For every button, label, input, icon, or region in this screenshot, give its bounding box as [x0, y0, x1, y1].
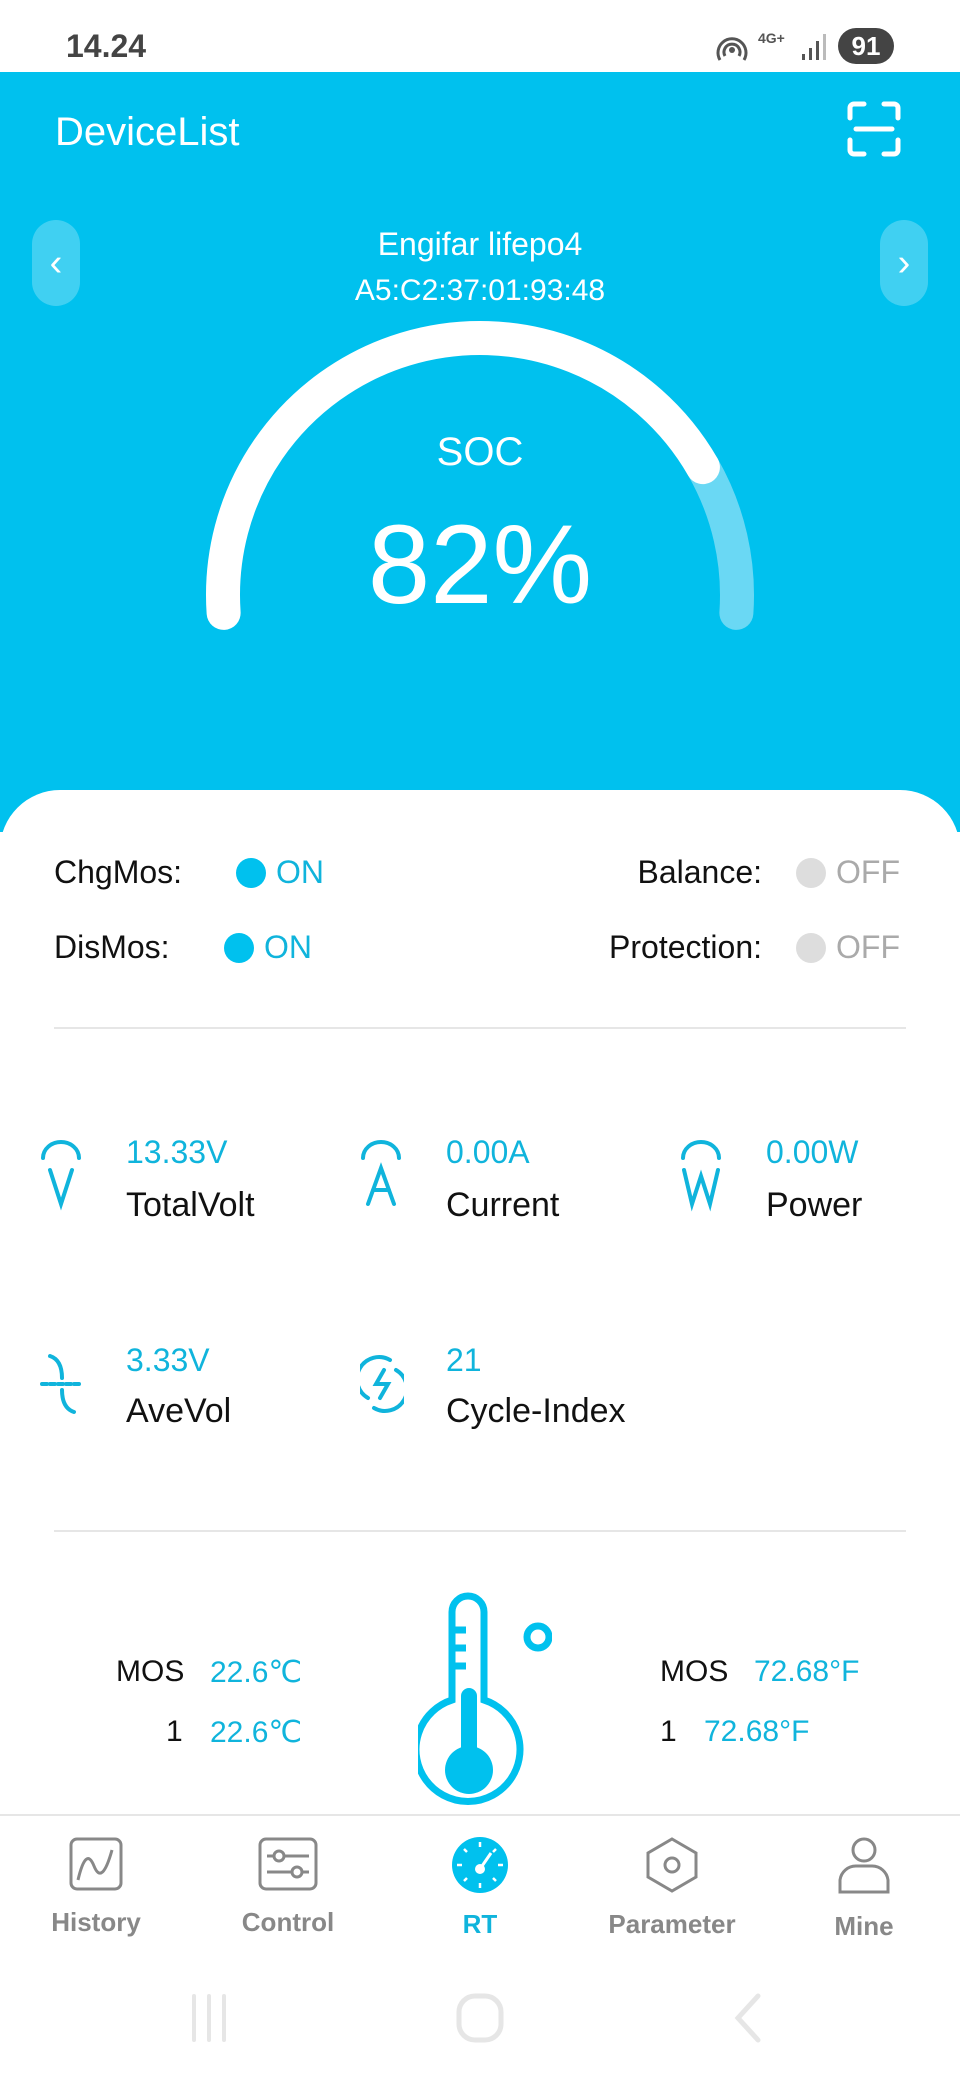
dismos-status: ON [224, 929, 312, 966]
tab-history[interactable]: History [26, 1836, 166, 1938]
balance-status: OFF [796, 854, 900, 891]
sliders-icon [258, 1837, 318, 1891]
avevol-value: 3.33V [126, 1342, 210, 1378]
soc-label: SOC [436, 430, 524, 474]
chgmos-status: ON [236, 854, 324, 891]
home-icon[interactable] [454, 1990, 506, 2046]
volt-icon [41, 1140, 81, 1211]
temp-c-value: 22.6℃ [210, 1656, 303, 1689]
dismos-label: DisMos: [54, 929, 170, 965]
status-dot-icon [236, 857, 266, 888]
status-bar: 14.24 4G+ 91 [0, 0, 960, 72]
watt-icon [681, 1140, 721, 1212]
avevol-label: AveVol [126, 1392, 232, 1430]
divider [54, 1027, 906, 1029]
soc-gauge [206, 321, 754, 630]
current-value: 0.00A [446, 1134, 530, 1170]
protection-label: Protection: [609, 929, 762, 965]
user-icon [838, 1837, 890, 1894]
network-type: 4G+ [758, 30, 785, 46]
ampere-icon [361, 1140, 401, 1206]
status-dot-icon [224, 932, 254, 963]
device-list-link[interactable]: DeviceList [55, 110, 240, 154]
power-value: 0.00W [766, 1134, 859, 1170]
tab-rt[interactable]: RT [410, 1836, 550, 1940]
battery-indicator: 91 [838, 28, 894, 64]
chgmos-label: ChgMos: [54, 854, 183, 890]
thermometer-icon [418, 1592, 552, 1805]
device-mac: A5:C2:37:01:93:48 [354, 274, 606, 307]
totalvolt-label: TotalVolt [126, 1186, 255, 1224]
soc-gauge-fill [206, 321, 720, 630]
temp-f-name: MOS [660, 1655, 729, 1688]
clock: 14.24 [66, 28, 147, 64]
power-label: Power [766, 1186, 863, 1224]
temp-c-name: 1 [166, 1715, 183, 1748]
totalvolt-value: 13.33V [126, 1134, 228, 1170]
soc-value: 82% [367, 502, 593, 627]
temp-f-value: 72.68°F [704, 1715, 810, 1748]
status-dot-icon [796, 857, 826, 888]
temp-f-name: 1 [660, 1715, 677, 1748]
hotspot-icon [716, 37, 748, 61]
balance-label: Balance: [637, 854, 762, 890]
chevron-left-icon: ‹ [49, 241, 63, 284]
previous-device-button[interactable]: ‹ [32, 220, 80, 306]
current-label: Current [446, 1186, 560, 1224]
average-voltage-icon [40, 1354, 84, 1414]
status-dot-icon [796, 932, 826, 963]
back-icon[interactable] [728, 1990, 768, 2046]
temp-c-value: 22.6℃ [210, 1716, 303, 1749]
header [0, 72, 960, 832]
chevron-right-icon: › [897, 241, 911, 284]
recent-apps-icon[interactable] [186, 1990, 232, 2046]
scan-icon[interactable] [846, 100, 902, 158]
hexagon-settings-icon [646, 1837, 698, 1893]
cycle-index-label: Cycle-Index [446, 1392, 626, 1430]
next-device-button[interactable]: › [880, 220, 928, 306]
cycle-icon [360, 1355, 404, 1413]
divider [54, 1530, 906, 1532]
device-name: Engifar lifepo4 [377, 226, 583, 262]
gauge-icon [452, 1837, 508, 1893]
cycle-index-value: 21 [446, 1342, 482, 1378]
history-chart-icon [69, 1837, 123, 1891]
temp-c-name: MOS [116, 1655, 185, 1688]
signal-icon [802, 34, 826, 60]
protection-status: OFF [796, 929, 900, 966]
tab-parameter[interactable]: Parameter [602, 1836, 742, 1940]
tab-control[interactable]: Control [218, 1836, 358, 1938]
bottom-nav: History Control RT Parameter Mine [0, 1814, 960, 1974]
info-card [0, 790, 960, 1820]
temp-f-value: 72.68°F [754, 1655, 860, 1688]
tab-mine[interactable]: Mine [794, 1836, 934, 1942]
